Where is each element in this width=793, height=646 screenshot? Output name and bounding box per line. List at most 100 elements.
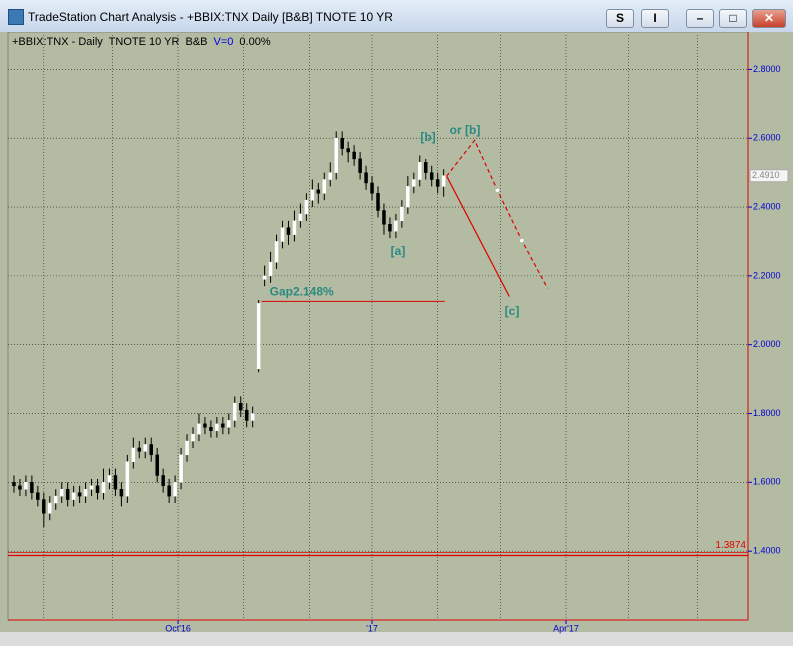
candle-body: [435, 179, 440, 187]
candle-body: [250, 413, 255, 421]
candle-body: [119, 488, 124, 497]
candle-body: [370, 182, 374, 194]
candle-body: [83, 488, 88, 497]
candle-body: [286, 227, 291, 235]
candle-body: [203, 423, 207, 428]
i-button[interactable]: I: [641, 9, 669, 28]
candle-body: [316, 189, 321, 194]
candle-body: [238, 402, 243, 411]
wave-label: [b]: [420, 130, 435, 144]
projection-point: [520, 238, 524, 243]
candle-body: [113, 475, 118, 490]
change: 0.00%: [239, 36, 270, 48]
candle-body: [358, 158, 362, 173]
candle-body: [292, 220, 297, 235]
candle-body: [59, 488, 64, 497]
candle-body: [167, 485, 171, 497]
y-tick-label: 2.4000: [753, 201, 781, 211]
y-tick-label: 2.8000: [753, 64, 781, 74]
title-bar: TradeStation Chart Analysis - +BBIX:TNX …: [0, 0, 793, 32]
candle-body: [328, 172, 333, 180]
candle-body: [71, 492, 76, 500]
y-tick-label: 2.2000: [753, 270, 781, 280]
candle-body: [77, 492, 82, 497]
x-tick-label: Apr'17: [553, 623, 579, 633]
candle-body: [155, 454, 159, 476]
candle-body: [107, 475, 112, 483]
candle-body: [48, 502, 52, 514]
candle-body: [256, 303, 261, 370]
candle-body: [376, 193, 380, 211]
candle-body: [322, 179, 327, 194]
plot-area: [7, 32, 749, 621]
header-info: +BBIX:TNX - Daily TNOTE 10 YR B&B V=0 0.00…: [12, 36, 271, 48]
volume: V=0: [214, 36, 234, 48]
candle-body: [340, 137, 344, 149]
candle-body: [412, 179, 416, 187]
candle-body: [173, 482, 177, 497]
candle-body: [209, 427, 213, 431]
minimize-button[interactable]: –: [686, 9, 714, 28]
candle-body: [268, 261, 273, 277]
candle-body: [233, 402, 237, 421]
candle-body: [89, 485, 94, 490]
candle-body: [185, 440, 189, 456]
projection-line: [446, 175, 510, 297]
symbol-info: +BBIX:TNX - Daily TNOTE 10 YR B&B: [12, 36, 208, 48]
s-button[interactable]: S: [606, 9, 634, 28]
candle-body: [131, 447, 136, 462]
candle-body: [382, 210, 386, 225]
maximize-button[interactable]: □: [719, 9, 747, 28]
projection-point: [495, 188, 500, 192]
candle-body: [400, 206, 404, 222]
last-price-label: 2.4910: [752, 170, 780, 180]
candle-body: [352, 151, 356, 160]
candle-body: [262, 275, 267, 280]
chart: +BBIX:TNX - Daily TNOTE 10 YR B&B V=0 0.00…: [0, 32, 793, 646]
x-tick-label: '17: [366, 623, 378, 633]
candle-body: [161, 475, 165, 487]
candle-body: [125, 461, 130, 497]
candle-body: [65, 488, 70, 500]
candle-body: [406, 186, 410, 208]
y-tick-label: 1.6000: [753, 477, 781, 487]
wave-label: or [b]: [450, 123, 481, 137]
candle-body: [179, 454, 183, 483]
candle-body: [197, 423, 201, 435]
candle-body: [423, 162, 428, 173]
candle-body: [143, 444, 148, 452]
candle-body: [388, 224, 392, 232]
candle-body: [36, 492, 40, 500]
candle-body: [42, 499, 46, 514]
candle-body: [95, 485, 100, 493]
last-price-box: [749, 169, 789, 183]
y-tick-label: 2.0000: [753, 339, 781, 349]
candle-body: [310, 189, 315, 201]
gap-label: Gap2.148%: [270, 285, 334, 299]
candle-body: [101, 482, 106, 493]
candle-body: [418, 162, 422, 180]
candle-body: [24, 482, 28, 490]
candle-body: [298, 213, 303, 222]
candle-body: [364, 172, 368, 184]
candle-body: [215, 423, 219, 431]
candle-body: [244, 409, 249, 421]
scrollbar[interactable]: [0, 632, 793, 646]
candle-body: [149, 444, 153, 456]
candle-body: [441, 175, 446, 187]
wave-label: [a]: [391, 244, 406, 258]
candle-body: [137, 447, 142, 452]
y-tick-label: 2.6000: [753, 133, 781, 143]
candle-body: [346, 148, 350, 153]
close-button[interactable]: ✕: [752, 9, 786, 28]
candle-body: [53, 495, 58, 504]
candle-body: [304, 199, 309, 215]
app-icon: [8, 9, 24, 25]
candle-body: [274, 241, 279, 263]
candle-body: [394, 220, 398, 232]
candle-body: [429, 172, 434, 180]
candle-body: [30, 482, 34, 493]
candle-body: [334, 137, 338, 173]
candle-body: [227, 420, 231, 428]
